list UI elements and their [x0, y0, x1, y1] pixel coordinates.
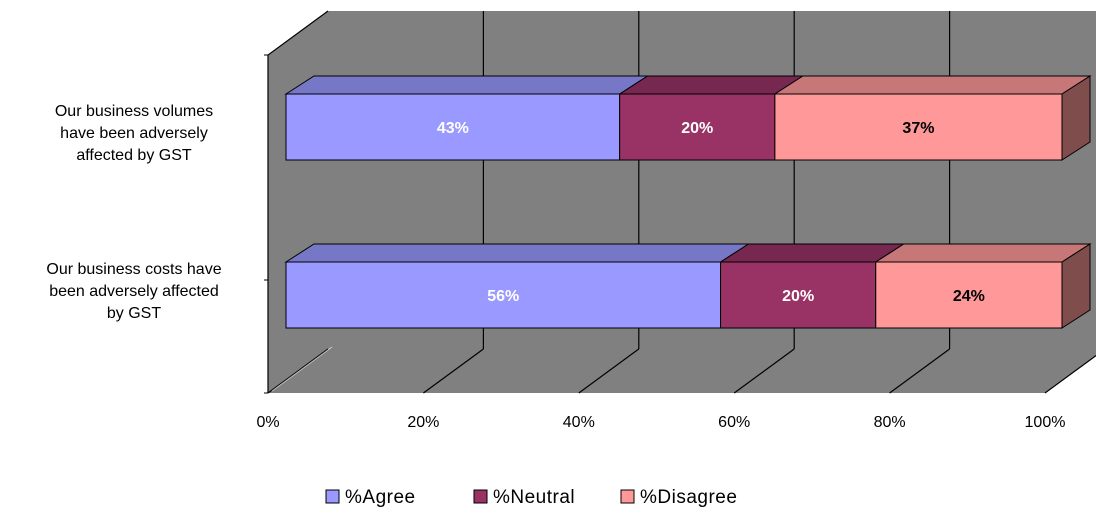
floor-line	[889, 348, 950, 394]
x-axis-tick-labels: 0% 20% 40% 60% 80% 100%	[256, 414, 1065, 431]
bars: 43% 20% 37% 56% 20% 24%	[284, 75, 1092, 329]
x-tick-label: 0%	[256, 414, 279, 431]
category-label-line: by GST	[107, 305, 161, 322]
x-tick-label: 60%	[718, 414, 750, 431]
data-label: 56%	[487, 288, 519, 305]
chart-back-wall	[267, 10, 1096, 393]
floor-line	[733, 348, 795, 394]
legend-label: %Neutral	[493, 487, 575, 508]
x-tick-label: 40%	[563, 414, 595, 431]
floor-line	[267, 348, 329, 394]
bar-side	[1061, 243, 1091, 329]
floor-line	[1044, 354, 1096, 394]
data-label: 20%	[782, 288, 814, 305]
category-label-line: Our business costs have	[46, 261, 221, 278]
category-label: Our business costs have been adversely af…	[46, 261, 221, 322]
category-labels: Our business volumes have been adversely a…	[46, 103, 221, 322]
bar-agree	[285, 261, 722, 329]
bar-top-disagree	[773, 75, 1092, 95]
category-label-line: have been adversely	[60, 125, 208, 142]
legend-label: %Disagree	[640, 487, 737, 508]
bar-agree	[285, 93, 621, 161]
legend-item: %Neutral	[473, 487, 575, 508]
legend: %Agree %Neutral %Disagree	[325, 487, 737, 508]
data-label: 43%	[437, 120, 469, 137]
chart-floor	[267, 346, 1096, 394]
category-label-line: Our business volumes	[55, 103, 213, 120]
legend-label: %Agree	[345, 487, 416, 508]
bar-disagree	[875, 261, 1063, 329]
x-tick-label: 20%	[407, 414, 439, 431]
bar-top-agree	[284, 75, 650, 95]
wall-fill	[268, 11, 1096, 393]
bar-top-neutral	[617, 75, 805, 95]
x-tick-label: 100%	[1025, 414, 1066, 431]
bar-top-agree	[284, 243, 751, 263]
legend-swatch	[473, 489, 488, 504]
data-label: 20%	[681, 120, 713, 137]
legend-swatch	[325, 489, 340, 504]
bar-top-disagree	[874, 243, 1092, 263]
legend-swatch	[620, 489, 635, 504]
bar-neutral	[619, 93, 776, 161]
floor-highlight	[271, 346, 333, 392]
x-tick-label: 80%	[874, 414, 906, 431]
category-label: Our business volumes have been adversely a…	[55, 103, 213, 164]
data-label: 37%	[902, 120, 934, 137]
legend-item: %Agree	[325, 487, 416, 508]
bar-side	[1061, 75, 1091, 161]
bar-neutral	[720, 261, 877, 329]
bar-disagree	[774, 93, 1063, 161]
floor-line	[423, 348, 484, 394]
bar-top-neutral	[718, 243, 906, 263]
data-label: 24%	[953, 288, 985, 305]
floor-line	[578, 348, 640, 394]
category-label-line: been adversely affected	[49, 283, 219, 300]
legend-item: %Disagree	[620, 487, 737, 508]
category-label-line: affected by GST	[76, 147, 192, 164]
